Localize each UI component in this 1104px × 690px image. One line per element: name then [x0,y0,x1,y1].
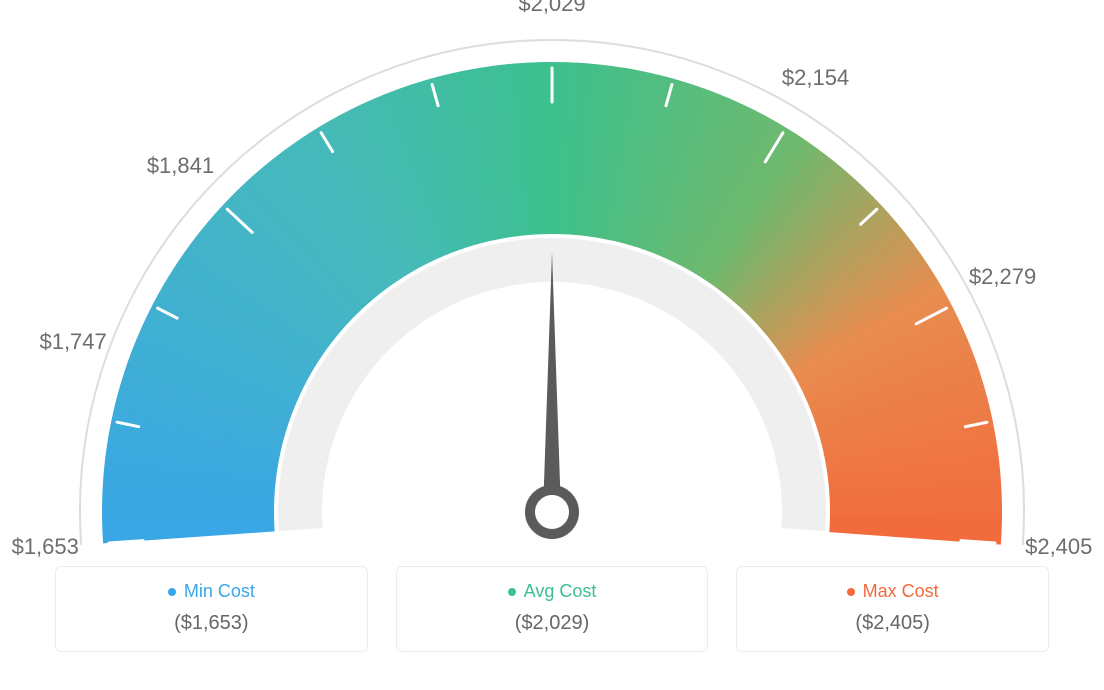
legend-label-max: Max Cost [863,581,939,602]
gauge-svg [0,0,1104,555]
legend-title-max: Max Cost [847,581,939,602]
gauge-tick-label: $2,279 [969,264,1036,290]
legend-value-avg: ($2,029) [407,612,698,635]
legend-value-max: ($2,405) [747,612,1038,635]
legend-label-avg: Avg Cost [524,581,597,602]
dot-icon-min [168,588,176,596]
gauge-tick-label: $2,029 [518,0,585,17]
gauge-area: $1,653$1,747$1,841$2,029$2,154$2,279$2,4… [0,0,1104,555]
legend-title-avg: Avg Cost [508,581,597,602]
gauge-tick-label: $2,154 [782,65,849,91]
dot-icon-max [847,588,855,596]
legend-label-min: Min Cost [184,581,255,602]
legend-value-min: ($1,653) [66,612,357,635]
legend-card-max: Max Cost ($2,405) [736,566,1049,652]
gauge-chart-container: $1,653 $1,747 $1,841 $2,029 $2,154 $2,279 $2,4… [0,0,1104,690]
gauge-tick-label: $1,841 [147,153,214,179]
gauge-tick-label: $1,747 [39,329,106,355]
legend-card-min: Min Cost ($1,653) [55,566,368,652]
legend-row: Min Cost ($1,653) Avg Cost ($2,029) Max … [55,566,1049,652]
gauge-tick-label: $2,405 [1025,534,1092,560]
dot-icon-avg [508,588,516,596]
legend-title-min: Min Cost [168,581,255,602]
legend-card-avg: Avg Cost ($2,029) [396,566,709,652]
gauge-tick-label: $1,653 [12,534,79,560]
